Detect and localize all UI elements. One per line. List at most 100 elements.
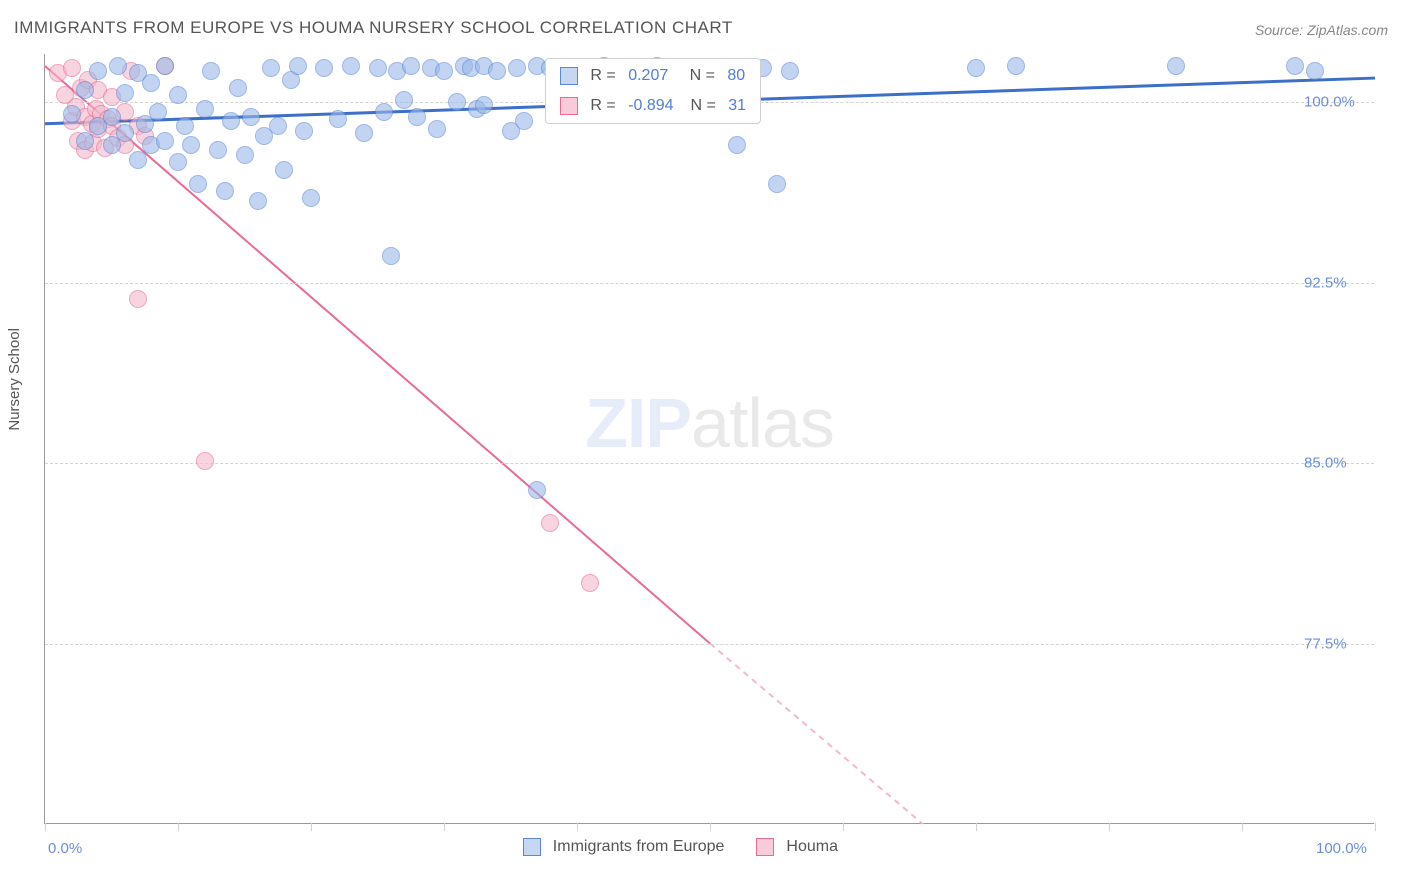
- blue-point: [1167, 57, 1185, 75]
- blue-point: [781, 62, 799, 80]
- blue-point: [262, 59, 280, 77]
- blue-point: [129, 151, 147, 169]
- pink-point: [63, 59, 81, 77]
- blue-point: [169, 86, 187, 104]
- blue-point: [369, 59, 387, 77]
- blue-point: [515, 112, 533, 130]
- legend-label: Immigrants from Europe: [553, 838, 725, 856]
- blue-point: [249, 192, 267, 210]
- gridline-h: [45, 644, 1374, 645]
- blue-point: [728, 136, 746, 154]
- blue-point: [435, 62, 453, 80]
- blue-point: [768, 175, 786, 193]
- blue-point: [382, 247, 400, 265]
- x-tick: [1109, 823, 1110, 831]
- blue-point: [182, 136, 200, 154]
- blue-point: [448, 93, 466, 111]
- blue-point: [76, 132, 94, 150]
- blue-point: [375, 103, 393, 121]
- blue-point: [116, 124, 134, 142]
- x-tick-label-end: 100.0%: [1316, 840, 1367, 857]
- blue-point: [302, 189, 320, 207]
- blue-point: [216, 182, 234, 200]
- legend-swatch: [756, 838, 774, 856]
- blue-point: [103, 108, 121, 126]
- blue-point: [209, 141, 227, 159]
- blue-point: [1306, 62, 1324, 80]
- blue-point: [196, 100, 214, 118]
- blue-point: [1007, 57, 1025, 75]
- legend-stats-row: R = 0.207 N = 80: [560, 61, 746, 91]
- blue-point: [355, 124, 373, 142]
- x-tick: [311, 823, 312, 831]
- blue-point: [116, 84, 134, 102]
- blue-point: [242, 108, 260, 126]
- blue-point: [229, 79, 247, 97]
- plot-area: ZIPatlas: [44, 54, 1374, 824]
- y-tick-label: 100.0%: [1304, 94, 1355, 111]
- y-axis-label: Nursery School: [6, 328, 23, 431]
- x-tick: [1375, 823, 1376, 831]
- gridline-h: [45, 463, 1374, 464]
- blue-point: [488, 62, 506, 80]
- x-tick-label-start: 0.0%: [48, 840, 82, 857]
- blue-point: [202, 62, 220, 80]
- blue-point: [289, 57, 307, 75]
- blue-point: [169, 153, 187, 171]
- blue-point: [408, 108, 426, 126]
- blue-point: [329, 110, 347, 128]
- pink-point: [581, 574, 599, 592]
- blue-point: [236, 146, 254, 164]
- pink-point: [541, 514, 559, 532]
- blue-point: [149, 103, 167, 121]
- blue-point: [275, 161, 293, 179]
- blue-point: [222, 112, 240, 130]
- legend-stats: R = 0.207 N = 80R = -0.894 N = 31: [545, 58, 761, 124]
- blue-point: [142, 74, 160, 92]
- blue-point: [76, 81, 94, 99]
- legend-swatch: [560, 97, 578, 115]
- blue-point: [402, 57, 420, 75]
- x-tick: [976, 823, 977, 831]
- blue-point: [508, 59, 526, 77]
- blue-point: [295, 122, 313, 140]
- blue-point: [428, 120, 446, 138]
- x-tick: [710, 823, 711, 831]
- x-tick: [577, 823, 578, 831]
- source-label: Source: ZipAtlas.com: [1255, 22, 1388, 38]
- blue-point: [189, 175, 207, 193]
- x-tick: [444, 823, 445, 831]
- blue-point: [342, 57, 360, 75]
- y-tick-label: 77.5%: [1304, 635, 1347, 652]
- blue-point: [395, 91, 413, 109]
- chart-title: IMMIGRANTS FROM EUROPE VS HOUMA NURSERY …: [14, 18, 733, 38]
- blue-point: [176, 117, 194, 135]
- trend-line: [45, 66, 710, 644]
- legend-stats-row: R = -0.894 N = 31: [560, 91, 746, 121]
- x-tick: [45, 823, 46, 831]
- legend-bottom: Immigrants from Europe Houma: [523, 838, 862, 856]
- blue-point: [156, 57, 174, 75]
- blue-point: [1286, 57, 1304, 75]
- blue-point: [109, 57, 127, 75]
- blue-point: [528, 481, 546, 499]
- pink-point: [196, 452, 214, 470]
- trend-line: [710, 644, 923, 824]
- legend-swatch: [560, 67, 578, 85]
- y-tick-label: 85.0%: [1304, 455, 1347, 472]
- blue-point: [315, 59, 333, 77]
- blue-point: [967, 59, 985, 77]
- legend-label: Houma: [786, 838, 838, 856]
- trend-lines-layer: [45, 54, 1374, 823]
- legend-swatch: [523, 838, 541, 856]
- blue-point: [475, 96, 493, 114]
- y-tick-label: 92.5%: [1304, 274, 1347, 291]
- x-tick: [1242, 823, 1243, 831]
- x-tick: [843, 823, 844, 831]
- blue-point: [63, 105, 81, 123]
- gridline-h: [45, 283, 1374, 284]
- blue-point: [269, 117, 287, 135]
- pink-point: [129, 290, 147, 308]
- blue-point: [89, 62, 107, 80]
- x-tick: [178, 823, 179, 831]
